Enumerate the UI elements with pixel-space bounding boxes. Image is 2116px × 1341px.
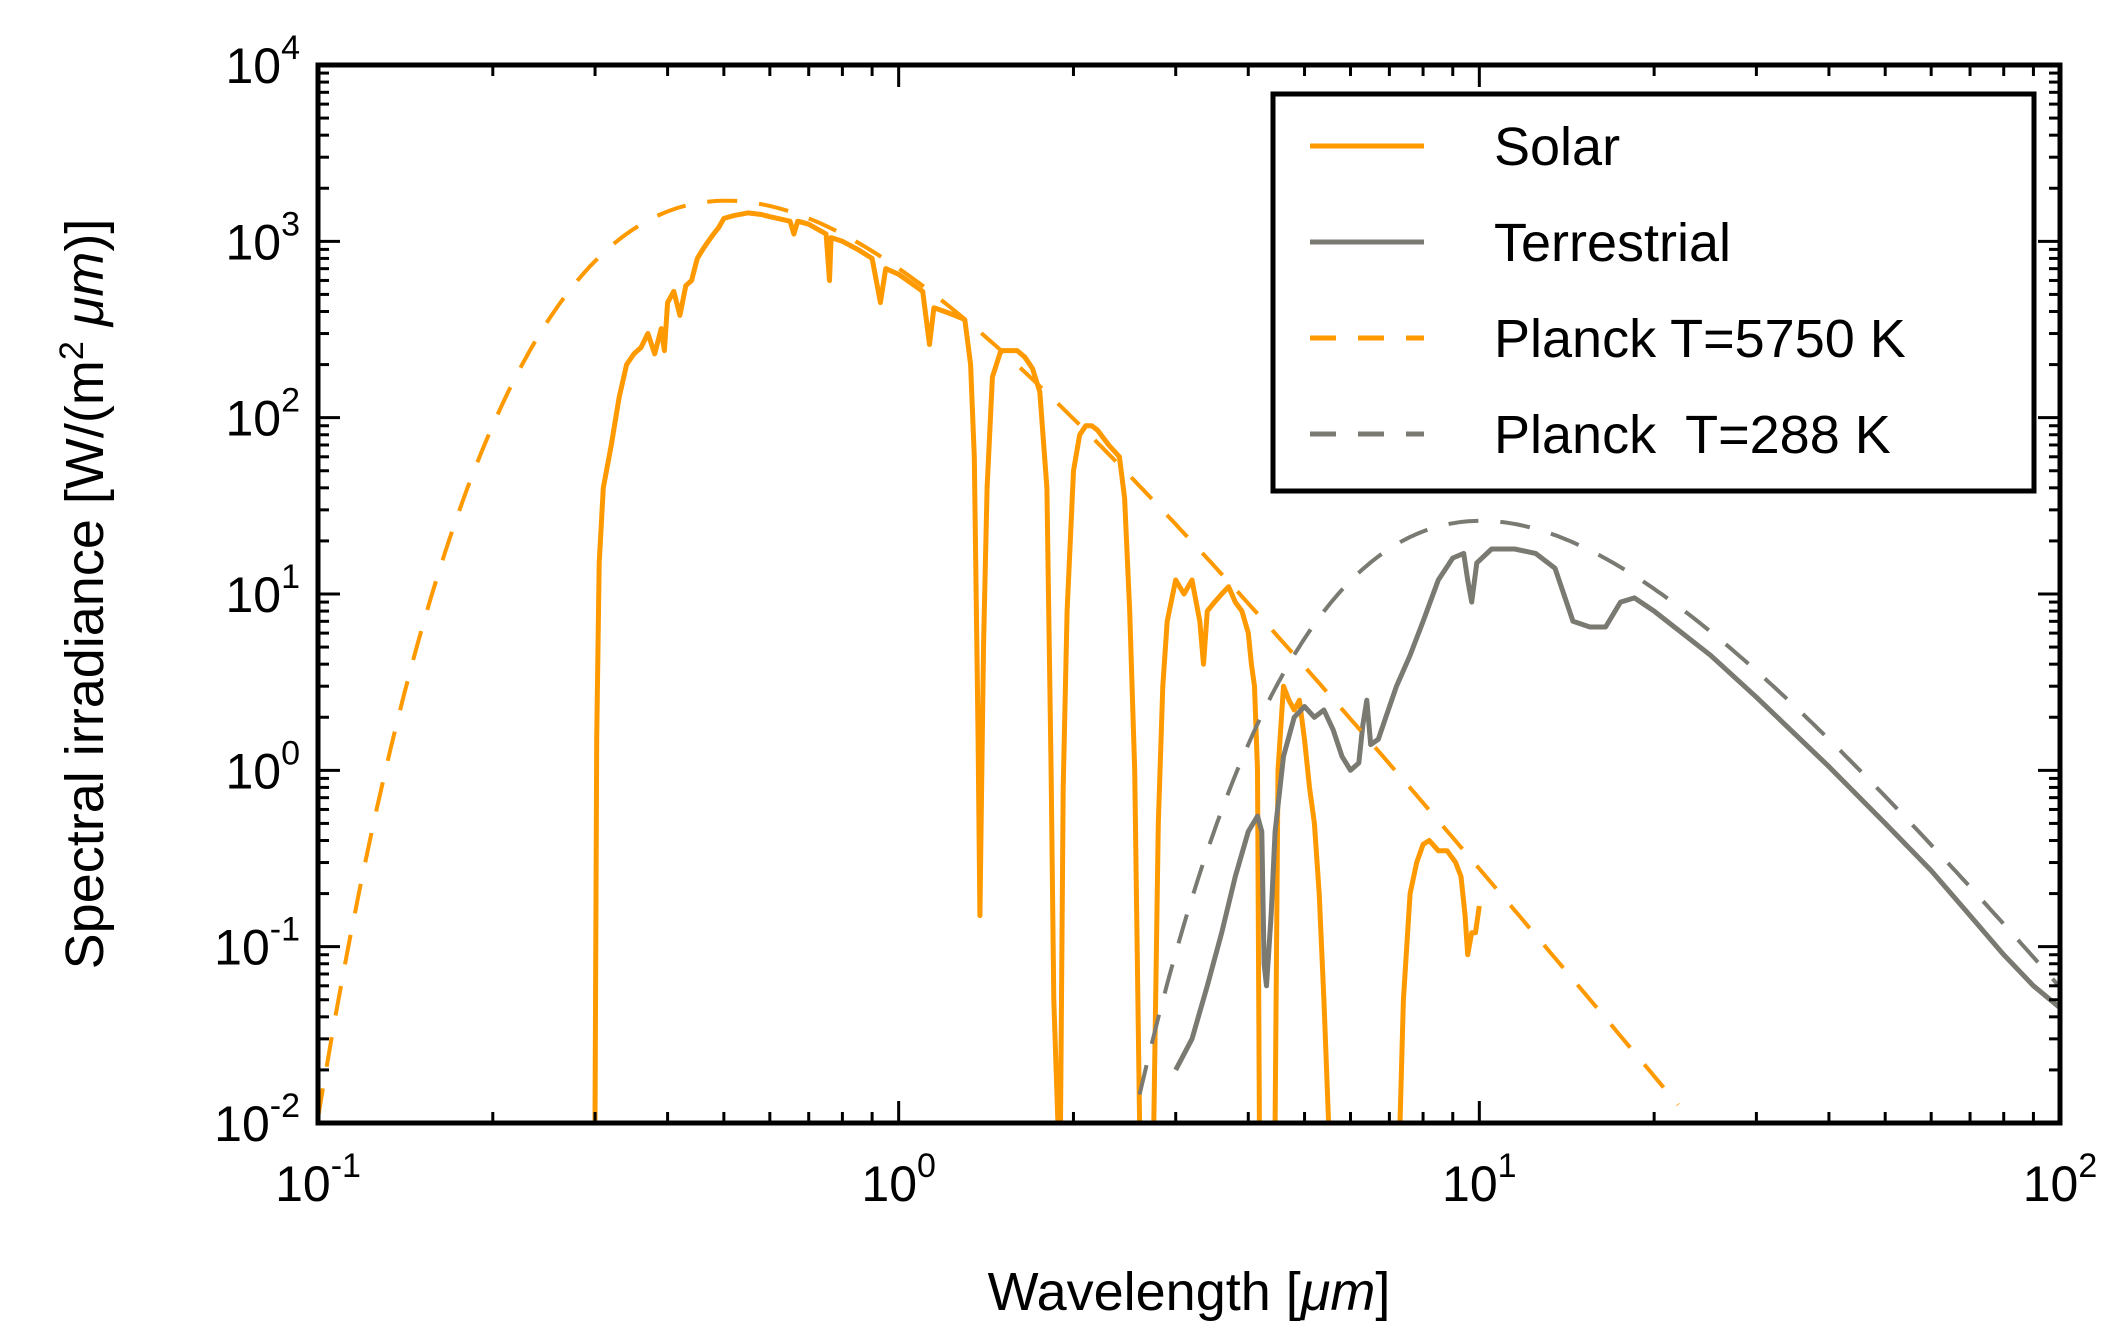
series-layer — [318, 198, 2060, 1123]
legend-box — [1270, 91, 2037, 494]
x-tick-label: 102 — [2023, 1147, 2098, 1212]
y-tick-label: 10-1 — [214, 911, 300, 976]
y-tick-label: 100 — [225, 734, 300, 799]
legend-label: Solar — [1494, 117, 1620, 177]
y-tick-label: 10-2 — [214, 1087, 300, 1152]
legend-items: Solar Terrestrial Planck T=5750 K Planck T=… — [1310, 117, 1906, 465]
legend-label: Terrestrial — [1494, 213, 1731, 273]
series-solar-line — [592, 210, 1061, 1123]
series-solar-line — [1272, 683, 1332, 1123]
legend-label: Planck T=5750 K — [1494, 309, 1906, 369]
series-solar-line — [1058, 423, 1143, 1123]
x-axis-title: Wavelength [μm] — [988, 1262, 1391, 1322]
series-planck-t-288-k-line — [1137, 518, 2060, 1095]
x-tick-label: 100 — [861, 1147, 936, 1212]
y-tick-label: 102 — [225, 382, 300, 447]
series-solar-line — [1397, 838, 1482, 1123]
x-tick-label: 101 — [1442, 1147, 1517, 1212]
y-tick-label: 101 — [225, 558, 300, 623]
series-solar-line — [1151, 577, 1262, 1123]
y-tick-label: 104 — [225, 29, 300, 94]
series-planck-t-5750-k-line — [318, 198, 1680, 1119]
y-tick-label: 103 — [225, 205, 300, 270]
x-tick-label: 10-1 — [275, 1147, 361, 1212]
y-axis-title: Spectral irradiance [W/(m2 μm)] — [53, 219, 115, 970]
tick-layer — [316, 63, 2062, 1125]
series-terrestrial-line — [1173, 546, 2060, 1072]
legend: Solar Terrestrial Planck T=5750 K Planck T=… — [1270, 91, 2037, 494]
legend-label: Planck T=288 K — [1494, 405, 1891, 465]
